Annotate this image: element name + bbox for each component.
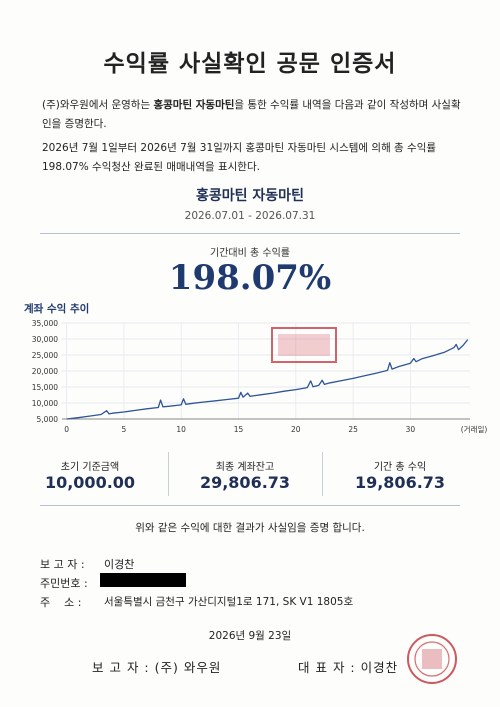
y-tick-label: 35,000 <box>32 319 58 328</box>
y-tick-label: 20,000 <box>32 367 58 376</box>
reporter-label: 보 고 자 : <box>40 558 85 571</box>
y-tick-label: 30,000 <box>32 335 58 344</box>
separator <box>322 452 323 496</box>
x-tick-label: 0 <box>64 425 69 434</box>
summary-label: 기간 총 수익 <box>373 462 427 473</box>
y-tick-label: 10,000 <box>32 399 58 408</box>
y-tick-label: 15,000 <box>32 383 58 392</box>
summary-label: 최종 계좌잔고 <box>215 462 275 473</box>
footer-label: 보 고 자 : <box>92 660 150 675</box>
divider <box>40 233 460 234</box>
intro-text: (주)와우원에서 운영하는 <box>42 99 154 111</box>
period: 2026.07.01 - 2026.07.31 <box>184 210 316 222</box>
reporter-value: 서울특별시 금천구 가산디지털1로 171, SK V1 1805호 <box>104 596 354 608</box>
reporter-label: 주민번호 : <box>40 577 88 590</box>
x-tick-label: 30 <box>406 425 416 434</box>
intro: (주)와우원에서 운영하는 홍콩마틴 자동마틴을 통한 수익률 내역을 다음과 … <box>42 96 462 134</box>
x-tick-label: 10 <box>176 425 186 434</box>
intro-product: 홍콩마틴 자동마틴 <box>153 99 235 111</box>
x-tick-label: 5 <box>121 425 126 434</box>
summary-value: 19,806.73 <box>354 473 446 492</box>
reporter-value: 이경찬 <box>104 558 135 571</box>
summary-value: 29,806.73 <box>199 473 291 492</box>
x-axis-label: (거래일) <box>461 425 488 434</box>
stamp <box>271 327 337 363</box>
summary-label: 초기 기준금액 <box>60 462 120 473</box>
footer-ceo: 대 표 자 : 이경찬 <box>298 657 398 676</box>
divider <box>40 505 460 506</box>
line <box>66 339 469 420</box>
stamp <box>278 334 330 356</box>
seal <box>407 634 457 684</box>
intro-text: 을 통한 수익률 내역을 다음과 같이 작성하며 사실확인을 증명한다. <box>42 99 461 130</box>
summary-value: 10,000.00 <box>44 473 136 492</box>
x-tick-label: 20 <box>291 425 301 434</box>
title: 수익률 사실확인 공문 인증서 <box>103 51 397 77</box>
x-tick-label: 15 <box>234 425 244 434</box>
reporter-label: 주 소 : <box>40 596 82 609</box>
separator <box>168 452 169 496</box>
intro-detail: 2026년 7월 1일부터 2026년 7월 31일까지 홍콩마틴 자동마틴 시… <box>42 142 437 173</box>
footer-label: 대 표 자 : <box>298 660 356 675</box>
footer-value: 이경찬 <box>360 660 399 675</box>
product-name: 홍콩마틴 자동마틴 <box>196 188 304 204</box>
redaction <box>100 573 186 587</box>
footer-value: (주) 와우원 <box>154 660 222 675</box>
headline-value: 198.07% <box>168 258 332 298</box>
statement: 위와 같은 수익에 대한 결과가 사실임을 증명 합니다. <box>135 522 365 534</box>
x-tick-label: 25 <box>348 425 358 434</box>
chart-title: 계좌 수익 추이 <box>24 302 89 315</box>
chart: 계좌 수익 추이 5,000 10,000 15,000 20,000 25,000 30… <box>24 302 488 434</box>
date: 2026년 9월 23일 <box>208 630 292 642</box>
headline-label: 기간대비 총 수익률 <box>210 248 290 259</box>
y-tick-label: 5,000 <box>37 415 59 424</box>
footer-reporter: 보 고 자 : (주) 와우원 <box>92 657 221 676</box>
y-tick-label: 25,000 <box>32 351 58 360</box>
